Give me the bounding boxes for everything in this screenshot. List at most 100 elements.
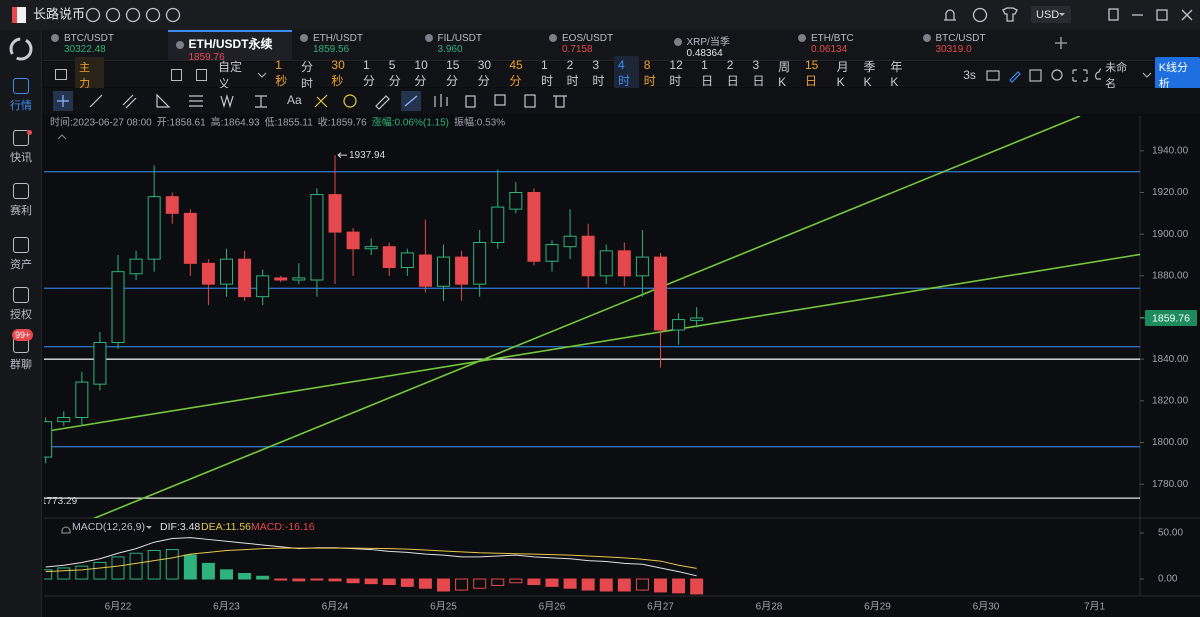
brand-swirl <box>9 37 33 61</box>
timeframe[interactable]: 45分 <box>509 57 523 88</box>
timeframes: 1秒 分时 30秒 1分 5分 10分 15分 30分 45分 1时 2时 3时 4时 8时 12时 1日 2日… <box>271 55 913 94</box>
sidebar-label: 行情 <box>10 100 32 112</box>
hline-tool[interactable] <box>189 95 203 107</box>
info-item: 收:1859.76 <box>318 116 367 129</box>
ticker-tab[interactable]: EOS/USDT 0.7158 <box>541 30 665 60</box>
coin-icon <box>673 38 682 46</box>
pen-icon[interactable] <box>1009 70 1021 83</box>
ticker-tab[interactable]: XRP/当季 0.48364 <box>666 30 790 60</box>
x-tick-label: 6月29 <box>864 601 891 613</box>
window-close[interactable] <box>1181 9 1193 21</box>
timeframe[interactable]: 10分 <box>414 57 428 88</box>
fullscreen-icon[interactable] <box>1072 68 1088 82</box>
analysis-button[interactable]: K线分析 <box>1154 56 1200 93</box>
main-indicator[interactable]: 主力 <box>75 56 104 93</box>
sidebar-item[interactable]: 快讯 <box>0 130 42 174</box>
sidebar-item[interactable]: 群聊 99+ <box>0 329 42 381</box>
macd-params: MACD(12,26,9) <box>72 521 145 533</box>
layer-tool[interactable] <box>524 94 536 108</box>
window-maximize[interactable] <box>1156 9 1168 21</box>
macd-bar <box>328 578 342 582</box>
timeframe[interactable]: 5分 <box>388 57 401 88</box>
macd-bar <box>57 567 71 580</box>
delete-tool[interactable] <box>553 95 567 108</box>
parallel-tool[interactable] <box>122 94 137 109</box>
collapse-icon[interactable] <box>57 134 67 140</box>
fib-tool[interactable] <box>314 94 328 108</box>
sidebar-label: 授权 <box>10 309 32 321</box>
measure-tool[interactable] <box>255 95 267 108</box>
timeframe[interactable]: 30分 <box>477 57 492 88</box>
line-tool[interactable] <box>89 94 103 108</box>
text-tool[interactable]: Aa <box>287 93 302 107</box>
timeframe[interactable]: 3日 <box>752 57 765 88</box>
camera-icon[interactable] <box>986 69 1000 81</box>
candle-body <box>183 212 197 264</box>
icon[interactable] <box>145 7 161 23</box>
skin-icon[interactable] <box>1002 7 1018 22</box>
timeframe[interactable]: 季K <box>863 59 876 89</box>
triangle-tool[interactable] <box>156 93 171 108</box>
candle-body <box>437 256 450 287</box>
bell-icon[interactable] <box>944 9 956 21</box>
chart-icon[interactable] <box>55 69 68 80</box>
copy-tool[interactable] <box>494 94 506 106</box>
wave-tool[interactable] <box>220 93 234 109</box>
sidebar-item[interactable]: 行情 <box>0 78 42 122</box>
icon[interactable] <box>85 7 101 23</box>
timeframe[interactable]: 月K <box>836 59 849 89</box>
timeframe[interactable]: 30秒 <box>331 57 345 88</box>
magnet-tool[interactable] <box>404 95 418 107</box>
timeframe[interactable]: 15日 <box>805 57 819 88</box>
ticker-tab[interactable]: ETH/BTC 0.06134 <box>790 30 914 60</box>
ticker-tab[interactable]: ETH/USDT永续 1859.76 <box>167 30 292 63</box>
ticker-tab[interactable]: FIL/USDT 3.960 <box>417 30 541 60</box>
refresh-interval[interactable]: 3s <box>963 67 976 82</box>
currency-select[interactable] <box>1031 6 1071 23</box>
timeframe[interactable]: 1秒 <box>275 57 288 88</box>
sidebar-item[interactable]: 资产 <box>0 237 42 281</box>
timeframe[interactable]: 1分 <box>363 57 376 88</box>
trendline[interactable] <box>47 253 1143 432</box>
tab-symbol-row: FIL/USDT <box>424 33 541 44</box>
candle-body <box>672 319 686 331</box>
timeframe[interactable]: 分时 <box>300 59 313 91</box>
icon[interactable] <box>125 7 141 23</box>
timeframe[interactable]: 周K <box>778 59 791 89</box>
timeframe[interactable]: 3时 <box>592 57 605 88</box>
custom-timeframe[interactable]: 自定义 <box>218 59 243 91</box>
circle-tool[interactable] <box>343 94 357 108</box>
sidebar-item[interactable]: 赛利 <box>0 183 42 227</box>
ticker-tab[interactable]: ETH/USDT 1859.56 <box>292 30 416 60</box>
timeframe[interactable]: 1时 <box>540 57 553 88</box>
eye-tool[interactable] <box>434 94 448 107</box>
timeframe[interactable]: 4时 <box>614 55 639 94</box>
layout-name[interactable]: 未命名 <box>1105 61 1128 90</box>
ticker-tab[interactable]: BTC/USDT 30322.48 <box>43 30 167 60</box>
ruler-tool[interactable] <box>375 95 390 110</box>
layout-icon[interactable] <box>1029 68 1042 82</box>
timeframe[interactable]: 2日 <box>726 57 739 88</box>
timeframe[interactable]: 年K <box>890 59 903 89</box>
candle-body <box>599 250 613 277</box>
icon[interactable] <box>105 7 121 23</box>
cloud-icon[interactable] <box>1094 67 1102 80</box>
window-pin[interactable] <box>1108 8 1119 21</box>
icon[interactable] <box>165 7 181 23</box>
lock-tool[interactable] <box>465 95 476 108</box>
icon[interactable] <box>195 68 208 81</box>
timeframe[interactable]: 2时 <box>566 57 579 88</box>
timeframe[interactable]: 15分 <box>446 57 460 88</box>
timeframe[interactable]: 12时 <box>669 57 683 88</box>
ticker-tab[interactable]: BTC/USDT 30319.0 <box>915 30 1039 60</box>
trendline[interactable] <box>90 116 1081 520</box>
crosshair-tool[interactable] <box>57 95 69 107</box>
add-tab-icon[interactable] <box>1054 34 1068 55</box>
smile-icon[interactable] <box>972 7 988 23</box>
sidebar-item[interactable]: 授权 <box>0 287 42 331</box>
timeframe[interactable]: 1日 <box>701 57 714 88</box>
candle-body <box>418 254 432 287</box>
timeframe[interactable]: 8时 <box>643 57 656 88</box>
icon[interactable] <box>170 68 182 81</box>
settings-icon[interactable] <box>1051 68 1063 81</box>
